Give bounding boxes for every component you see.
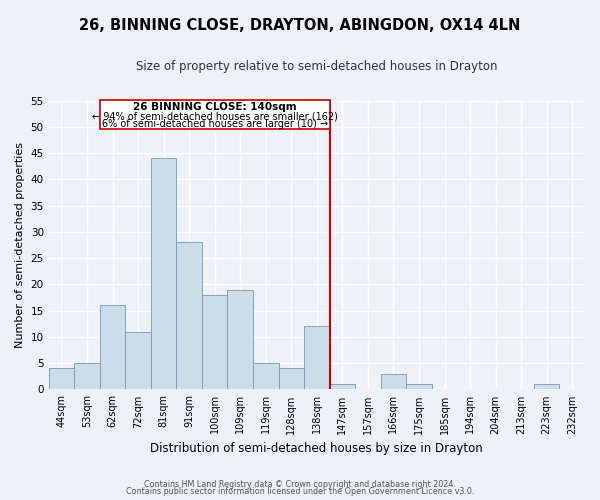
Y-axis label: Number of semi-detached properties: Number of semi-detached properties bbox=[15, 142, 25, 348]
Bar bbox=[176, 242, 202, 390]
Text: ← 94% of semi-detached houses are smaller (162): ← 94% of semi-detached houses are smalle… bbox=[92, 111, 338, 121]
Title: Size of property relative to semi-detached houses in Drayton: Size of property relative to semi-detach… bbox=[136, 60, 497, 73]
Text: 26 BINNING CLOSE: 140sqm: 26 BINNING CLOSE: 140sqm bbox=[133, 102, 296, 112]
Bar bbox=[151, 158, 176, 390]
Bar bbox=[278, 368, 304, 390]
Bar bbox=[227, 290, 253, 390]
Text: 26, BINNING CLOSE, DRAYTON, ABINGDON, OX14 4LN: 26, BINNING CLOSE, DRAYTON, ABINGDON, OX… bbox=[79, 18, 521, 32]
Text: Contains HM Land Registry data © Crown copyright and database right 2024.: Contains HM Land Registry data © Crown c… bbox=[144, 480, 456, 489]
Text: Contains public sector information licensed under the Open Government Licence v3: Contains public sector information licen… bbox=[126, 488, 474, 496]
Bar bbox=[74, 363, 100, 390]
Bar bbox=[202, 295, 227, 390]
Bar bbox=[329, 384, 355, 390]
Bar bbox=[100, 306, 125, 390]
Bar bbox=[534, 384, 559, 390]
Bar bbox=[380, 374, 406, 390]
Bar bbox=[304, 326, 329, 390]
Bar bbox=[49, 368, 74, 390]
Bar bbox=[406, 384, 432, 390]
Bar bbox=[125, 332, 151, 390]
X-axis label: Distribution of semi-detached houses by size in Drayton: Distribution of semi-detached houses by … bbox=[151, 442, 483, 455]
FancyBboxPatch shape bbox=[100, 100, 329, 130]
Text: 6% of semi-detached houses are larger (10) →: 6% of semi-detached houses are larger (1… bbox=[101, 119, 328, 129]
Bar bbox=[253, 363, 278, 390]
